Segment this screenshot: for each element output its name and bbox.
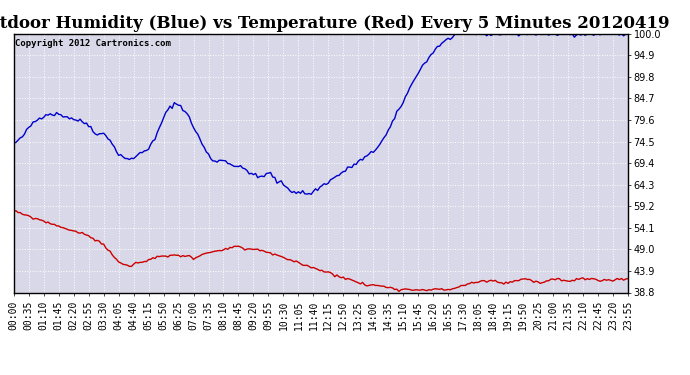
Text: Copyright 2012 Cartronics.com: Copyright 2012 Cartronics.com [15,39,171,48]
Title: Outdoor Humidity (Blue) vs Temperature (Red) Every 5 Minutes 20120419: Outdoor Humidity (Blue) vs Temperature (… [0,15,669,32]
